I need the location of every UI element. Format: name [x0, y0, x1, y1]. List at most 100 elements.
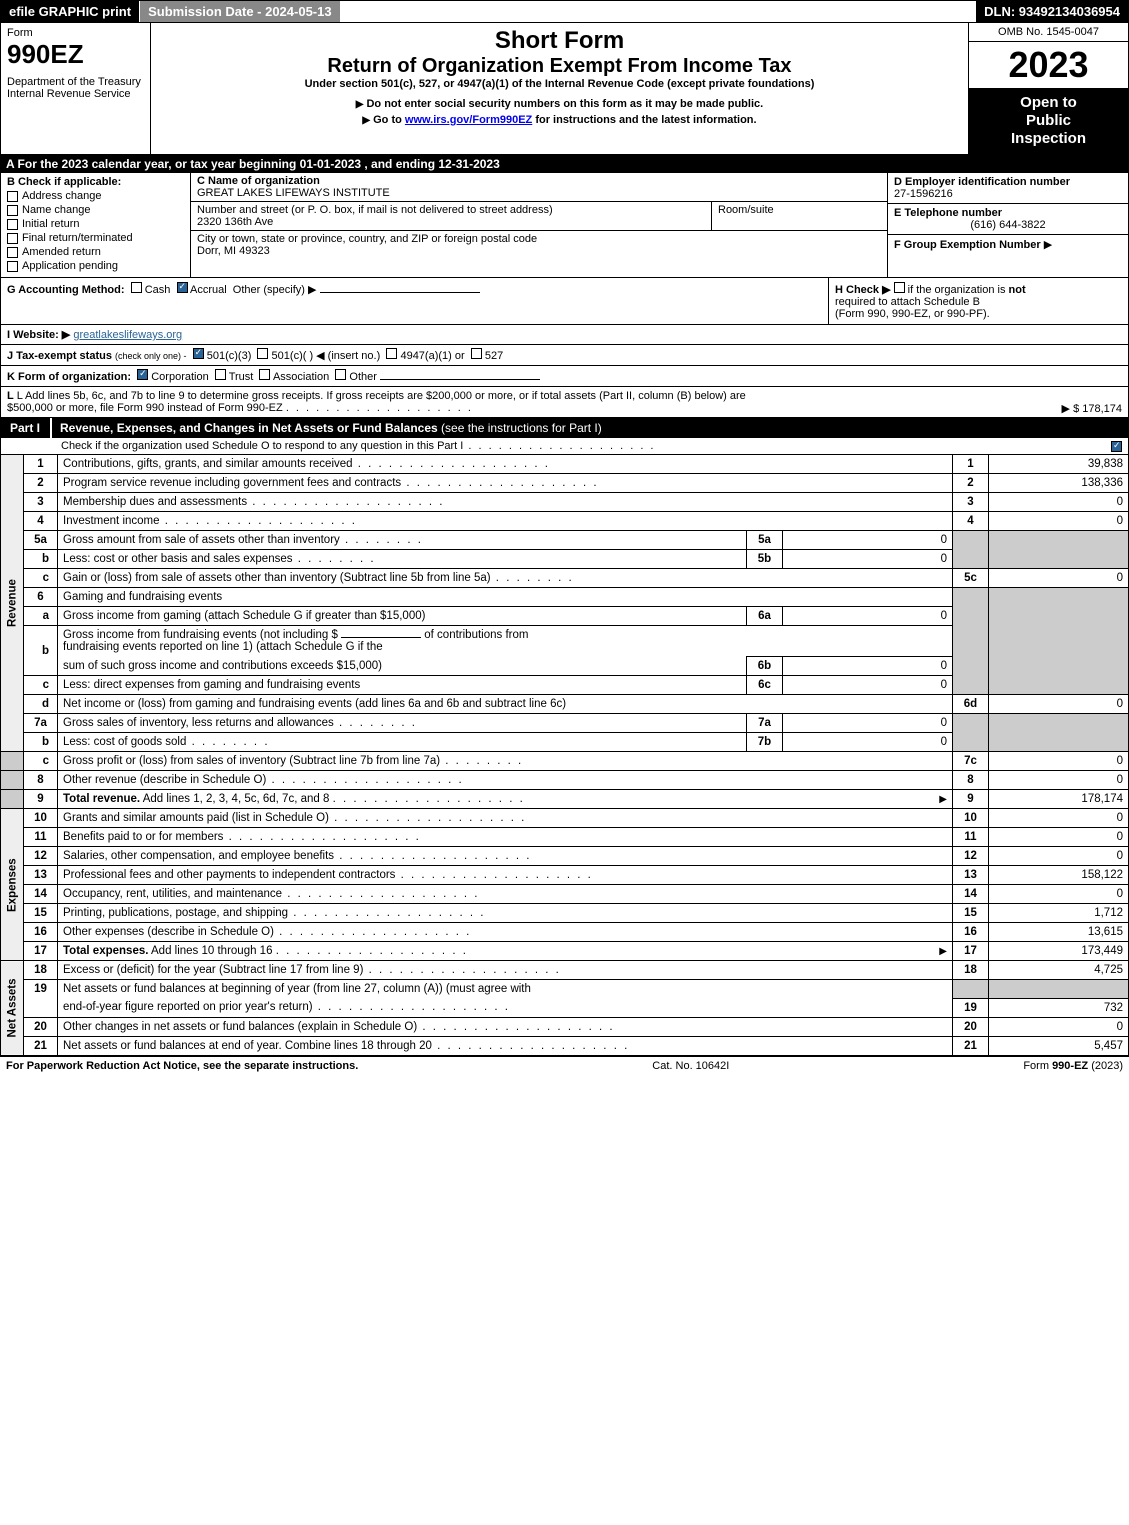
- line-9-desc: Total revenue. Total revenue. Add lines …: [58, 790, 953, 809]
- opt-corporation: Corporation: [151, 371, 208, 383]
- line-13-num: 13: [24, 866, 58, 885]
- check-other-org[interactable]: [335, 369, 346, 380]
- section-j-note: (check only one) -: [115, 351, 187, 361]
- check-address-change-label: Address change: [22, 190, 102, 202]
- line-6c-desc: Less: direct expenses from gaming and fu…: [58, 676, 747, 695]
- dln-label: DLN: 93492134036954: [976, 1, 1128, 22]
- check-application-pending[interactable]: Application pending: [7, 260, 184, 272]
- line-5a-shade1: [953, 531, 989, 550]
- room-suite-label: Room/suite: [711, 202, 780, 230]
- line-6c-shade1: [953, 676, 989, 695]
- check-schedule-o[interactable]: [1111, 441, 1122, 452]
- line-7a-desc: Gross sales of inventory, less returns a…: [58, 714, 747, 733]
- line-11-rlabel: 11: [953, 828, 989, 847]
- check-501c3[interactable]: [193, 348, 204, 359]
- city-value: Dorr, MI 49323: [197, 245, 270, 257]
- line-18-value: 4,725: [989, 961, 1129, 980]
- opt-501c: 501(c)( ) ◀ (insert no.): [272, 350, 381, 362]
- line-7a-subval: 0: [783, 714, 953, 733]
- check-trust[interactable]: [215, 369, 226, 380]
- check-cash[interactable]: [131, 282, 142, 293]
- line-16-rlabel: 16: [953, 923, 989, 942]
- inspection-line3: Inspection: [973, 130, 1124, 148]
- irs-link[interactable]: www.irs.gov/Form990EZ: [405, 114, 532, 126]
- part-1-header: Part I Revenue, Expenses, and Changes in…: [0, 418, 1129, 438]
- check-association[interactable]: [259, 369, 270, 380]
- line-10-num: 10: [24, 809, 58, 828]
- line-15-value: 1,712: [989, 904, 1129, 923]
- line-5b-shade1: [953, 550, 989, 569]
- check-name-change[interactable]: Name change: [7, 204, 184, 216]
- line-5a-shade2: [989, 531, 1129, 550]
- title-main: Return of Organization Exempt From Incom…: [157, 55, 962, 78]
- other-specify-input[interactable]: [320, 292, 480, 293]
- line-19-rlabel: 19: [953, 998, 989, 1017]
- title-subtitle: Under section 501(c), 527, or 4947(a)(1)…: [157, 78, 962, 90]
- line-6a-subval: 0: [783, 607, 953, 626]
- check-4947[interactable]: [386, 348, 397, 359]
- line-4-desc: Investment income: [58, 512, 953, 531]
- street-label: Number and street (or P. O. box, if mail…: [197, 204, 553, 216]
- line-5b-desc: Less: cost or other basis and sales expe…: [58, 550, 747, 569]
- cat-number: Cat. No. 10642I: [652, 1060, 729, 1072]
- line-21-num: 21: [24, 1036, 58, 1055]
- section-h-not: not: [1009, 284, 1026, 296]
- opt-4947: 4947(a)(1) or: [400, 350, 464, 362]
- line-16-value: 13,615: [989, 923, 1129, 942]
- check-address-change[interactable]: Address change: [7, 190, 184, 202]
- line-16-num: 16: [24, 923, 58, 942]
- part-1-title-note: (see the instructions for Part I): [441, 421, 602, 435]
- line-4-rlabel: 4: [953, 512, 989, 531]
- line-5b-shade2: [989, 550, 1129, 569]
- line-14-desc: Occupancy, rent, utilities, and maintena…: [58, 885, 953, 904]
- line-6a-num: a: [24, 607, 58, 626]
- check-501c[interactable]: [257, 348, 268, 359]
- section-h-line2: required to attach Schedule B: [835, 296, 980, 308]
- line-19-num-blank: [24, 998, 58, 1017]
- other-org-input[interactable]: [380, 379, 540, 380]
- line-6b-subval: 0: [783, 657, 953, 676]
- line-19-shade2: [989, 980, 1129, 999]
- opt-other-org: Other: [349, 371, 377, 383]
- check-initial-return[interactable]: Initial return: [7, 218, 184, 230]
- line-5a-sublabel: 5a: [747, 531, 783, 550]
- line-7b-shade2: [989, 733, 1129, 752]
- website-link[interactable]: greatlakeslifeways.org: [73, 329, 182, 341]
- line-5a-desc: Gross amount from sale of assets other t…: [58, 531, 747, 550]
- line-18-rlabel: 18: [953, 961, 989, 980]
- section-b-title: B Check if applicable:: [7, 176, 184, 188]
- line-7b-num: b: [24, 733, 58, 752]
- check-not-required[interactable]: [894, 282, 905, 293]
- line-9-rlabel: 9: [953, 790, 989, 809]
- check-amended-return[interactable]: Amended return: [7, 246, 184, 258]
- check-final-return-label: Final return/terminated: [22, 232, 133, 244]
- line-15-desc: Printing, publications, postage, and shi…: [58, 904, 953, 923]
- check-corporation[interactable]: [137, 369, 148, 380]
- line-5b-sublabel: 5b: [747, 550, 783, 569]
- check-accrual[interactable]: [177, 282, 188, 293]
- check-527[interactable]: [471, 348, 482, 359]
- section-gh: G Accounting Method: Cash Accrual Other …: [0, 278, 1129, 325]
- section-b: B Check if applicable: Address change Na…: [1, 173, 191, 277]
- section-g: G Accounting Method: Cash Accrual Other …: [1, 278, 828, 324]
- line-15-rlabel: 15: [953, 904, 989, 923]
- section-def: D Employer identification number 27-1596…: [888, 173, 1128, 277]
- line-6b-shade3: [953, 657, 989, 676]
- line-13-value: 158,122: [989, 866, 1129, 885]
- city-label: City or town, state or province, country…: [197, 233, 537, 245]
- website-label: I Website: ▶: [7, 329, 70, 341]
- section-f-arrow: ▶: [1044, 239, 1052, 251]
- line-7b-sublabel: 7b: [747, 733, 783, 752]
- efile-print-button[interactable]: efile GRAPHIC print: [1, 1, 140, 22]
- section-c-label: C Name of organization: [197, 175, 320, 187]
- line-6b-amount-input[interactable]: [341, 637, 421, 638]
- line-4-num: 4: [24, 512, 58, 531]
- line-11-value: 0: [989, 828, 1129, 847]
- line-11-desc: Benefits paid to or for members: [58, 828, 953, 847]
- section-k-label: K Form of organization:: [7, 371, 131, 383]
- revenue-vlabel: Revenue: [1, 455, 24, 752]
- line-10-rlabel: 10: [953, 809, 989, 828]
- check-final-return[interactable]: Final return/terminated: [7, 232, 184, 244]
- line-20-desc: Other changes in net assets or fund bala…: [58, 1017, 953, 1036]
- line-19-num: 19: [24, 980, 58, 999]
